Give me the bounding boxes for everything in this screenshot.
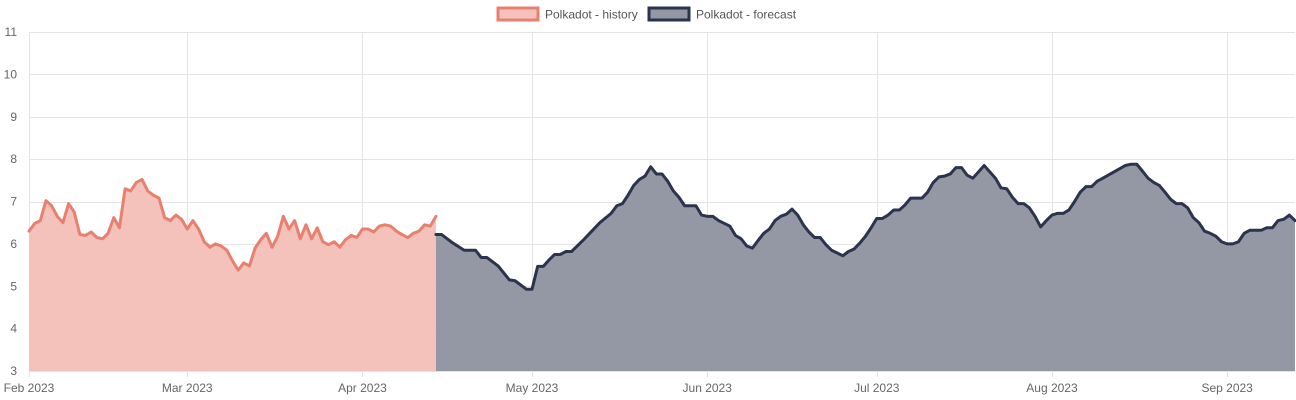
x-tick-label: Jul 2023	[854, 381, 900, 395]
chart-legend: Polkadot - history Polkadot - forecast	[496, 6, 797, 22]
legend-label: Polkadot - forecast	[696, 8, 797, 22]
y-tick-label: 4	[10, 322, 17, 336]
y-tick-label: 5	[10, 279, 17, 293]
legend-item-forecast[interactable]: Polkadot - forecast	[647, 6, 797, 22]
x-tick-label: May 2023	[506, 381, 559, 395]
x-tick-label: Sep 2023	[1201, 381, 1253, 395]
y-tick-label: 7	[10, 195, 17, 209]
x-tick-label: Jun 2023	[683, 381, 733, 395]
series-layer	[27, 162, 1296, 371]
y-tick-label: 6	[10, 237, 17, 251]
x-tick-label: Aug 2023	[1026, 381, 1078, 395]
y-tick-label: 8	[10, 152, 17, 166]
series-area-forecast	[435, 164, 1295, 371]
x-tick-label: Apr 2023	[338, 381, 387, 395]
y-tick-label: 11	[5, 25, 18, 39]
legend-swatch	[496, 6, 540, 22]
y-tick-label: 9	[10, 110, 17, 124]
x-tick-label: Feb 2023	[4, 381, 55, 395]
series-line-history	[27, 177, 438, 272]
chart-axes: 3 4 5 6 7 8 9 10 11 Feb 2023 Mar 2023 Apr 2023 May 2…	[4, 25, 1254, 395]
legend-item-history[interactable]: Polkadot - history	[496, 6, 638, 22]
legend-label: Polkadot - history	[545, 8, 638, 22]
series-line-forecast	[434, 162, 1296, 291]
series-area-history	[29, 179, 436, 371]
y-tick-label: 3	[10, 364, 17, 378]
x-tick-label: Mar 2023	[162, 381, 213, 395]
y-tick-label: 10	[4, 67, 18, 81]
legend-swatch	[647, 6, 691, 22]
